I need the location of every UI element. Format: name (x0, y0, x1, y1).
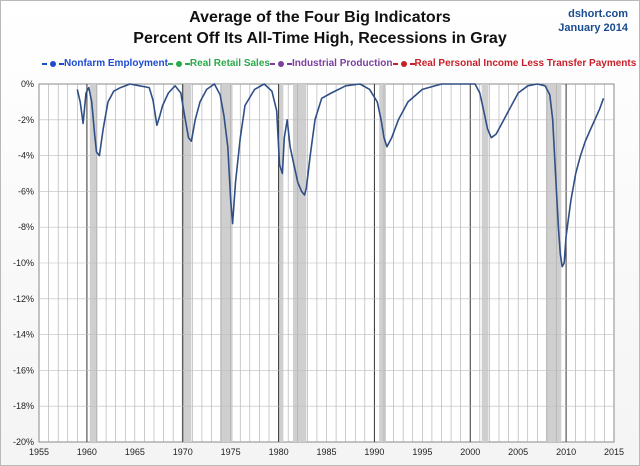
date-label: January 2014 (558, 22, 628, 34)
legend-line-icon (286, 62, 292, 65)
y-tick-label: -16% (13, 365, 34, 375)
y-tick-label: -4% (18, 151, 34, 161)
y-tick-label: -6% (18, 186, 34, 196)
y-axis-ticks: 0% -2% -4% -6% -8% -10% -12% -14% -16% -18% -20% (13, 79, 34, 447)
x-tick-label: 1985 (316, 447, 336, 457)
x-tick-label: 1955 (29, 447, 49, 457)
x-tick-label: 1990 (364, 447, 384, 457)
legend-label: Industrial Production (291, 58, 393, 69)
legend-item-income: Real Personal Income Less Transfer Payme… (392, 58, 637, 69)
legend-line-icon (42, 62, 47, 65)
legend-item-retail: Real Retail Sales (167, 58, 270, 69)
legend: Nonfarm Employment Real Retail Sales Ind… (42, 58, 636, 69)
y-tick-label: -12% (13, 294, 34, 304)
legend-marker-icon (175, 60, 182, 67)
legend-item-nonfarm: Nonfarm Employment (42, 58, 168, 69)
y-tick-label: -8% (18, 222, 34, 232)
x-tick-label: 1975 (221, 447, 241, 457)
legend-line-icon (269, 62, 275, 65)
series-layer (76, 83, 605, 268)
legend-line-icon (392, 62, 398, 65)
legend-marker-icon (277, 60, 284, 67)
y-tick-label: -14% (13, 330, 34, 340)
y-tick-label: -2% (18, 115, 34, 125)
x-tick-label: 1980 (269, 447, 289, 457)
legend-line-icon (409, 62, 415, 65)
x-tick-label: 1970 (173, 447, 193, 457)
legend-line-icon (184, 62, 190, 65)
x-tick-label: 2015 (604, 447, 624, 457)
legend-line-icon (59, 62, 64, 65)
legend-label: Real Personal Income Less Transfer Payme… (414, 58, 637, 69)
legend-marker-icon (400, 60, 407, 67)
y-tick-label: -10% (13, 258, 34, 268)
x-axis-ticks: 1955 1960 1965 1970 1975 1980 1985 1990 1995 2000… (29, 447, 624, 457)
x-tick-label: 1995 (412, 447, 432, 457)
y-tick-label: -20% (13, 437, 34, 447)
y-tick-label: 0% (21, 79, 34, 89)
series-line (76, 83, 605, 268)
horizontal-grid (39, 119, 614, 407)
chart-title: Average of the Four Big Indicators (189, 9, 451, 26)
legend-line-icon (167, 62, 173, 65)
x-tick-label: 2005 (508, 447, 528, 457)
legend-label: Real Retail Sales (189, 58, 270, 69)
chart-subtitle: Percent Off Its All-Time High, Recession… (133, 30, 507, 47)
x-tick-label: 1965 (125, 447, 145, 457)
x-tick-label: 2000 (460, 447, 480, 457)
x-tick-label: 1960 (77, 447, 97, 457)
x-tick-label: 2010 (556, 447, 576, 457)
y-tick-label: -18% (13, 401, 34, 411)
legend-marker-icon (50, 60, 56, 67)
legend-label: Nonfarm Employment (64, 58, 168, 69)
legend-item-industrial: Industrial Production (269, 58, 393, 69)
source-label: dshort.com (568, 8, 628, 20)
